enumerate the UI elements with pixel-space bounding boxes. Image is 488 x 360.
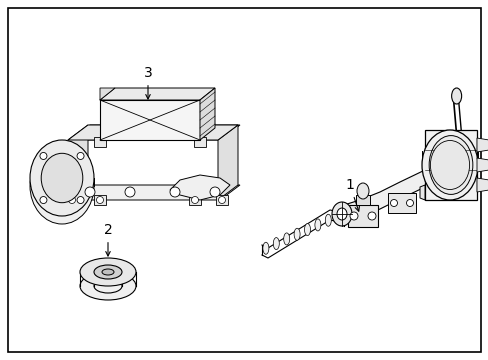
Ellipse shape (209, 187, 220, 197)
Bar (189, 195, 201, 205)
Ellipse shape (349, 212, 357, 220)
Ellipse shape (331, 202, 351, 226)
Ellipse shape (77, 197, 84, 203)
Ellipse shape (304, 224, 310, 235)
Ellipse shape (30, 140, 94, 216)
Ellipse shape (94, 265, 122, 279)
Ellipse shape (85, 187, 95, 197)
Ellipse shape (263, 242, 268, 254)
Polygon shape (476, 138, 488, 152)
Ellipse shape (451, 88, 461, 104)
Ellipse shape (406, 199, 413, 207)
Polygon shape (347, 205, 377, 227)
Ellipse shape (40, 197, 47, 203)
Bar (216, 195, 227, 205)
Polygon shape (419, 185, 424, 200)
Ellipse shape (80, 272, 136, 300)
Bar (66, 195, 78, 205)
Ellipse shape (96, 197, 103, 203)
Ellipse shape (94, 279, 122, 293)
Bar (194, 137, 205, 147)
Ellipse shape (77, 153, 84, 159)
Ellipse shape (367, 212, 375, 220)
Polygon shape (218, 125, 238, 200)
Ellipse shape (80, 258, 136, 286)
Ellipse shape (390, 199, 397, 207)
Polygon shape (100, 88, 215, 100)
Ellipse shape (428, 136, 472, 194)
Ellipse shape (325, 214, 331, 226)
Text: 1: 1 (345, 178, 359, 211)
Text: 2: 2 (103, 223, 112, 256)
Polygon shape (68, 125, 238, 140)
Ellipse shape (68, 197, 75, 203)
Polygon shape (200, 88, 215, 140)
Ellipse shape (336, 208, 346, 220)
Ellipse shape (293, 228, 300, 240)
Bar (94, 137, 106, 147)
Polygon shape (70, 125, 240, 140)
Ellipse shape (283, 233, 289, 245)
Ellipse shape (356, 183, 368, 199)
Polygon shape (70, 185, 240, 200)
Ellipse shape (218, 197, 225, 203)
Ellipse shape (273, 238, 279, 249)
Polygon shape (387, 193, 415, 213)
Bar (94, 195, 106, 205)
Polygon shape (100, 88, 115, 100)
Ellipse shape (421, 130, 477, 200)
Ellipse shape (170, 187, 180, 197)
Ellipse shape (102, 269, 114, 275)
Polygon shape (68, 125, 88, 200)
Ellipse shape (30, 148, 94, 224)
Ellipse shape (314, 219, 320, 231)
Ellipse shape (41, 153, 82, 203)
Polygon shape (355, 195, 369, 205)
Polygon shape (476, 158, 488, 172)
Text: 3: 3 (143, 66, 152, 99)
Polygon shape (424, 130, 476, 200)
Ellipse shape (125, 187, 135, 197)
Ellipse shape (191, 197, 198, 203)
Polygon shape (476, 178, 488, 192)
Polygon shape (343, 170, 424, 222)
Polygon shape (170, 175, 229, 200)
Ellipse shape (40, 153, 47, 159)
Polygon shape (100, 100, 200, 140)
Ellipse shape (429, 140, 468, 189)
